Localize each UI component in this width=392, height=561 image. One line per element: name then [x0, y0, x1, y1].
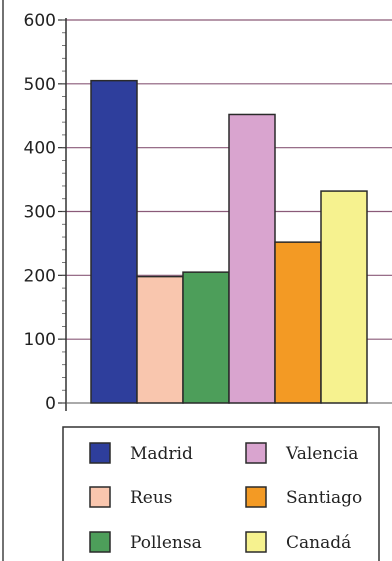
legend-label: Madrid [130, 444, 193, 464]
y-tick-label: 0 [45, 394, 56, 414]
bar-pollensa [182, 271, 230, 404]
legend-label: Reus [130, 488, 173, 508]
legend-label: Canadá [286, 533, 351, 553]
legend: Madrid Valencia Reus Santiago Pollensa Canadá [62, 426, 380, 561]
y-tick-label: 300 [24, 203, 56, 223]
y-tick-label: 500 [24, 75, 56, 95]
legend-label: Santiago [286, 488, 362, 508]
y-axis: 0 100 200 300 400 500 600 [24, 11, 392, 414]
legend-swatch-madrid [89, 442, 111, 464]
legend-label: Pollensa [130, 533, 202, 553]
bars [90, 79, 368, 404]
legend-swatch-pollensa [89, 531, 111, 553]
legend-box [62, 426, 380, 561]
legend-label: Valencia [285, 444, 358, 464]
bar-reus [136, 275, 184, 404]
y-tick-label: 200 [24, 266, 56, 286]
legend-swatch-reus [89, 486, 111, 508]
y-tick-label: 100 [24, 330, 56, 350]
y-tick-label: 400 [24, 139, 56, 159]
legend-swatch-canadá [245, 531, 267, 553]
bar-santiago [274, 241, 322, 404]
y-tick-label: 600 [24, 11, 56, 31]
legend-swatch-santiago [245, 486, 267, 508]
bar-madrid [90, 79, 138, 404]
legend-swatch-valencia [245, 442, 267, 464]
bar-canadá [320, 190, 368, 404]
bar-valencia [228, 113, 276, 404]
